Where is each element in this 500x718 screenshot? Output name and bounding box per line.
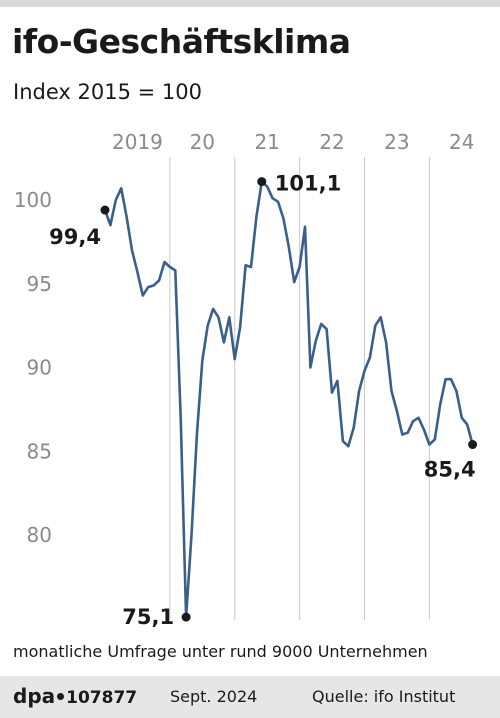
data-label: 75,1 (122, 605, 174, 629)
data-point-dot (257, 177, 267, 187)
footer-bar: dpa 107877 Sept. 2024 Quelle: ifo Institu… (0, 676, 500, 718)
data-point-dot (181, 612, 191, 622)
agency-name: dpa (13, 684, 56, 708)
y-tick-label: 90 (27, 356, 52, 380)
data-label: 85,4 (424, 458, 476, 482)
y-tick-label: 95 (27, 272, 52, 296)
x-tick-label: 2019 (112, 130, 163, 154)
x-tick-label: 21 (254, 130, 279, 154)
footnote: monatliche Umfrage unter rund 9000 Unter… (13, 642, 428, 661)
chart-title: ifo-Geschäftsklima (12, 22, 351, 61)
x-tick-label: 23 (384, 130, 409, 154)
chart-subtitle: Index 2015 = 100 (13, 80, 202, 104)
data-label: 101,1 (275, 172, 341, 196)
data-label: 99,4 (49, 225, 101, 249)
series-line (103, 180, 474, 619)
data-point-dot (100, 205, 110, 215)
y-tick-label: 80 (27, 523, 52, 547)
publication-date: Sept. 2024 (170, 687, 258, 706)
y-tick-label: 85 (27, 439, 52, 463)
source-credit: Quelle: ifo Institut (312, 687, 456, 706)
dpa-logo: dpa 107877 (13, 684, 137, 708)
x-tick-label: 24 (449, 130, 474, 154)
y-tick-label: 100 (14, 188, 52, 212)
line-chart: 2019 20 21 22 23 24 100 95 90 85 80 99,4 101,1 75,1 85… (14, 130, 478, 629)
logo-dot-icon (57, 692, 65, 700)
x-tick-label: 20 (190, 130, 215, 154)
data-point-dot (468, 440, 478, 450)
graphic-id: 107877 (66, 688, 138, 708)
x-tick-label: 22 (319, 130, 344, 154)
top-bar (0, 0, 500, 7)
